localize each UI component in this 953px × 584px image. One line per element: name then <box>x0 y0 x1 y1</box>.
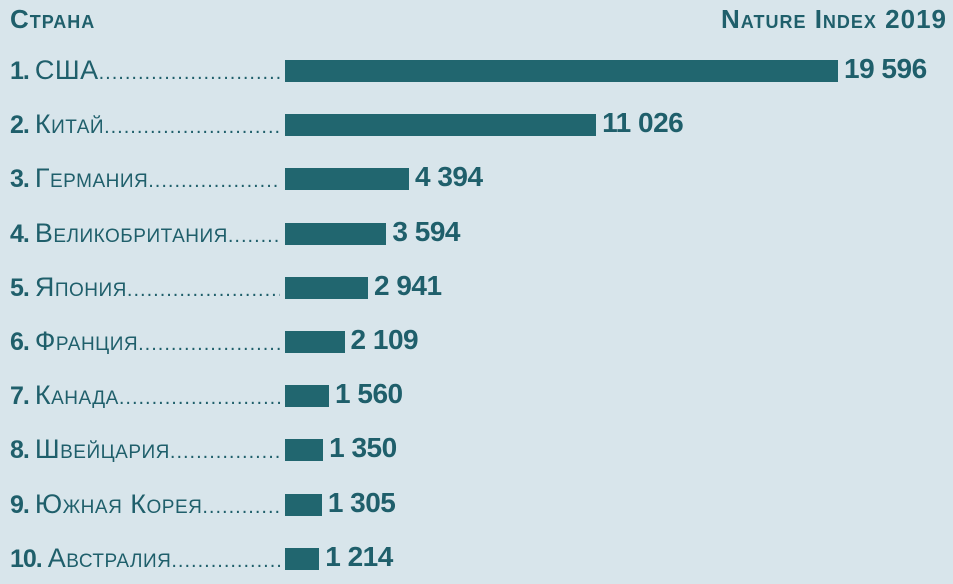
leader-dots: ........................................… <box>171 549 280 572</box>
rank-label: 8. <box>10 436 30 465</box>
country-name: Франция <box>34 326 139 356</box>
leader-dots: ........................................… <box>227 224 280 247</box>
leader-dots: ........................................… <box>138 333 280 355</box>
value-label: 19 596 <box>844 53 927 84</box>
country-label: 1.США...................................… <box>10 55 280 89</box>
leader-dots: ........................................… <box>104 116 280 139</box>
bar <box>285 439 324 462</box>
bar-row: 6.Франция...............................… <box>0 322 953 362</box>
country-name: Южная Корея <box>34 488 203 519</box>
country-name: Канада <box>34 380 119 411</box>
rank-label: 9. <box>10 490 30 519</box>
bar-row: 10.Австралия............................… <box>0 539 953 579</box>
value-label: 1 560 <box>335 378 403 410</box>
country-label: 10.Австралия............................… <box>10 543 280 577</box>
leader-dots: ........................................… <box>98 62 280 84</box>
country-label: 3.Германия..............................… <box>10 163 280 197</box>
bar <box>285 385 330 408</box>
country-label: 7.Канада................................… <box>10 380 280 414</box>
bar-row: 2.Китай.................................… <box>0 105 953 145</box>
leader-dots: ........................................… <box>202 495 280 518</box>
value-label: 4 394 <box>414 161 483 193</box>
bar-row: 4.Великобритания........................… <box>0 214 953 254</box>
value-label: 2 109 <box>350 324 419 355</box>
bar-row: 3.Германия..............................… <box>0 159 953 199</box>
leader-dots: ........................................… <box>118 387 280 410</box>
value-label: 2 941 <box>373 269 442 301</box>
rank-label: 6. <box>10 328 30 356</box>
bar-row: 9.Южная Корея...........................… <box>0 485 953 525</box>
header-country: Страна <box>10 4 96 34</box>
country-label: 6.Франция...............................… <box>10 326 280 360</box>
country-name: Швейцария <box>34 434 170 465</box>
value-label: 11 026 <box>602 107 684 139</box>
rank-label: 3. <box>10 165 30 194</box>
bar-row: 5.Япония................................… <box>0 268 953 308</box>
country-name: США <box>34 55 99 85</box>
country-label: 8.Швейцария.............................… <box>10 434 280 468</box>
country-label: 9.Южная Корея...........................… <box>10 489 280 523</box>
header-index: Nature Index 2019 <box>721 4 947 34</box>
country-name: Германия <box>34 163 149 194</box>
rank-label: 2. <box>10 111 30 140</box>
value-label: 3 594 <box>392 215 460 247</box>
bar <box>285 276 368 299</box>
bar <box>285 168 409 191</box>
leader-dots: ........................................… <box>169 441 280 464</box>
rank-label: 7. <box>10 382 30 411</box>
rank-label: 10. <box>10 544 43 573</box>
bar <box>285 60 838 82</box>
country-name: Китай <box>34 109 105 140</box>
bar-row: 1.США...................................… <box>0 51 953 91</box>
value-label: 1 350 <box>329 432 397 464</box>
country-name: Австралия <box>47 542 172 573</box>
bar-row: 7.Канада................................… <box>0 376 953 416</box>
country-name: Япония <box>34 271 127 302</box>
leader-dots: ........................................… <box>126 278 280 301</box>
value-label: 1 305 <box>327 486 396 518</box>
bar <box>285 547 320 570</box>
country-label: 4.Великобритания........................… <box>10 218 280 252</box>
bar <box>285 331 345 353</box>
value-label: 1 214 <box>325 540 393 572</box>
bar <box>285 493 322 516</box>
country-label: 2.Китай.................................… <box>10 109 280 143</box>
bar <box>285 222 387 245</box>
leader-dots: ........................................… <box>148 170 280 193</box>
country-name: Великобритания <box>34 217 228 248</box>
bar <box>285 114 597 137</box>
bar-row: 8.Швейцария.............................… <box>0 430 953 470</box>
rank-label: 5. <box>10 273 30 302</box>
rank-label: 1. <box>10 57 30 85</box>
country-label: 5.Япония................................… <box>10 272 280 306</box>
rank-label: 4. <box>10 219 30 248</box>
